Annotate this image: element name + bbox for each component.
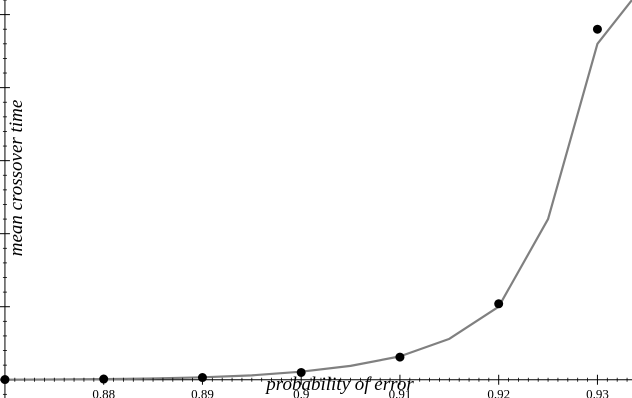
data-point: [0, 375, 10, 385]
fit-curve-layer: [0, 0, 632, 381]
data-point: [592, 24, 602, 34]
data-point: [494, 299, 504, 309]
y-axis-title: mean crossover time: [6, 100, 27, 257]
data-point: [395, 352, 405, 362]
x-tick-label: 0.88: [92, 387, 115, 398]
fit-curve: [0, 0, 632, 381]
x-tick-label: 0.89: [191, 387, 214, 398]
x-tick-label: 0.9: [293, 387, 309, 398]
x-tick-label: 0.92: [487, 387, 510, 398]
x-tick-label: 0.91: [389, 387, 412, 398]
data-point: [296, 367, 306, 377]
data-points-layer: [0, 24, 602, 385]
x-axis-title: probability of error: [264, 374, 414, 395]
x-tick-label: 0.93: [586, 387, 609, 398]
